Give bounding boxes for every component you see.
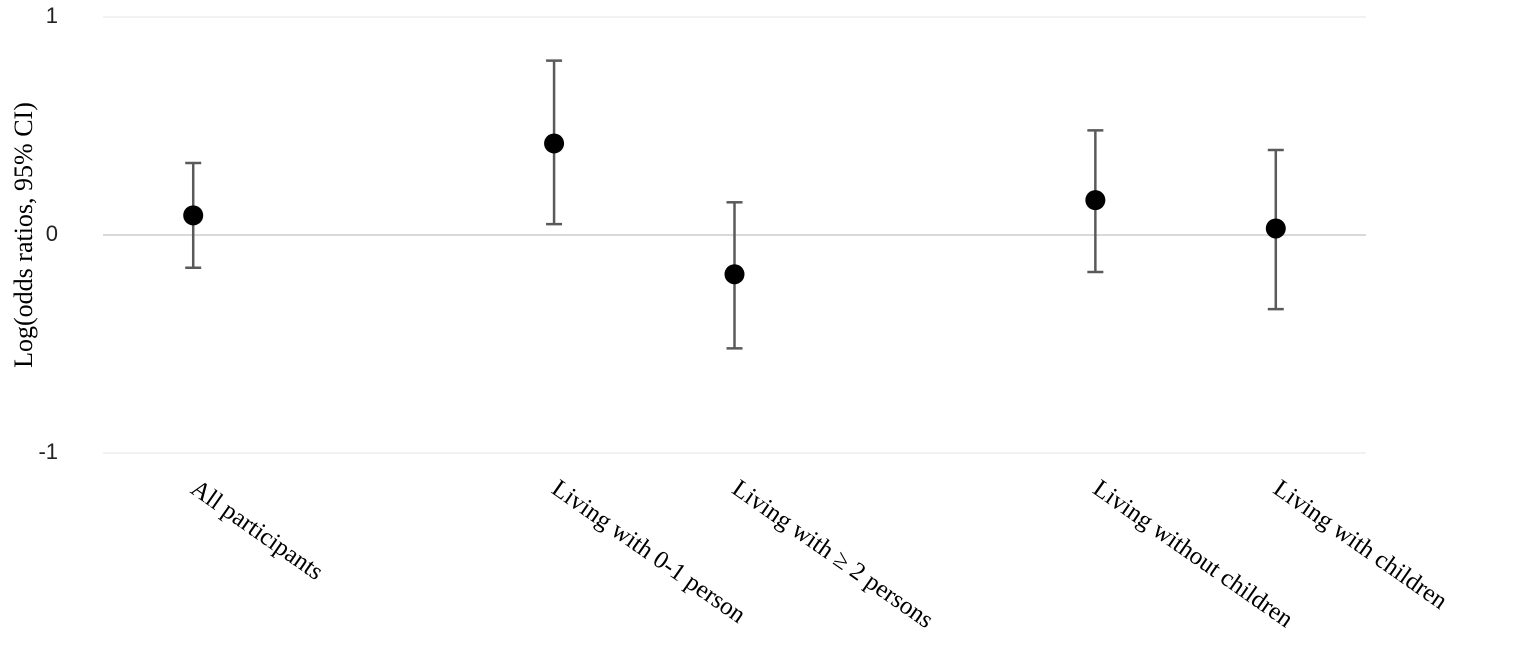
- point: [183, 205, 204, 226]
- x-tick-label: Living with 0-1 person: [547, 475, 751, 629]
- x-tick-label: All participants: [186, 475, 328, 586]
- y-axis-label: Log(odds ratios, 95% CI): [9, 102, 38, 368]
- y-tick-label: 0: [46, 221, 58, 246]
- point: [1085, 190, 1106, 211]
- x-tick-label: Living with ≥ 2 persons: [727, 475, 938, 634]
- point: [1265, 218, 1286, 239]
- x-tick-label: Living with children: [1268, 475, 1452, 615]
- y-tick-label: 1: [46, 3, 58, 28]
- point: [544, 133, 565, 154]
- point: [724, 264, 745, 285]
- x-tick-label: Living without children: [1088, 475, 1298, 634]
- y-tick-label: -1: [38, 439, 58, 464]
